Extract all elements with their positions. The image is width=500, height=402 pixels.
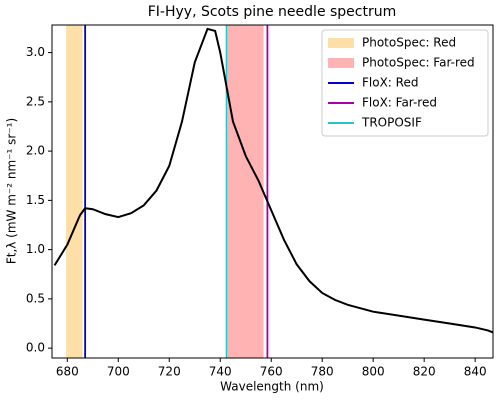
y-tick-label: 2.5 — [26, 94, 45, 108]
x-tick-label: 700 — [107, 365, 130, 379]
y-tick-label: 1.5 — [26, 193, 45, 207]
x-tick-label: 780 — [311, 365, 334, 379]
legend-box — [321, 29, 489, 137]
y-tick-label: 3.0 — [26, 45, 45, 59]
x-tick-label: 740 — [209, 365, 232, 379]
x-tick-label: 800 — [362, 365, 385, 379]
x-tick-label: 720 — [158, 365, 181, 379]
x-tick-label: 760 — [260, 365, 283, 379]
legend-label: TROPOSIF — [361, 116, 422, 130]
x-tick-label: 820 — [413, 365, 436, 379]
legend-swatch — [328, 58, 354, 68]
y-tick-label: 0.5 — [26, 291, 45, 305]
y-tick-label: 2.0 — [26, 144, 45, 158]
x-tick-label: 840 — [464, 365, 487, 379]
span — [227, 25, 264, 358]
plot-frame — [51, 24, 494, 359]
x-axis-label: Wavelength (nm) — [220, 380, 324, 394]
spectrum-line — [53, 27, 494, 334]
x-tick-label: 680 — [56, 365, 79, 379]
chart-title: FI-Hyy, Scots pine needle spectrum — [148, 4, 397, 20]
legend-swatch — [328, 38, 354, 48]
legend-label: PhotoSpec: Red — [362, 36, 456, 50]
legend-label: FloX: Red — [362, 76, 418, 90]
y-tick-label: 1.0 — [26, 242, 45, 256]
y-tick-label: 0.0 — [26, 341, 45, 355]
legend-label: PhotoSpec: Far-red — [362, 56, 475, 70]
y-axis-label: Ft,λ (mW m⁻² nm⁻¹ sr⁻¹) — [5, 118, 19, 264]
span — [66, 25, 83, 358]
legend-label: FloX: Far-red — [362, 96, 437, 110]
